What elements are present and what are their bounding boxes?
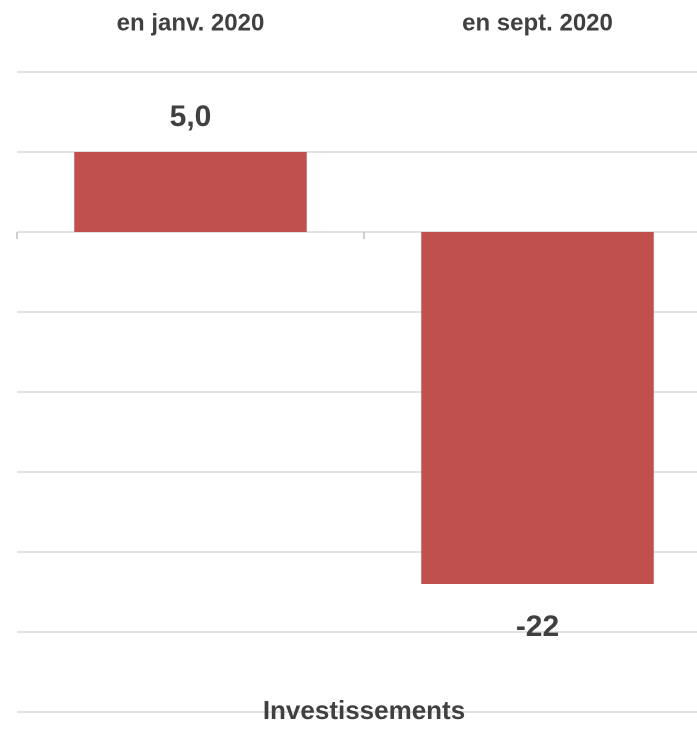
data-label: 5,0 bbox=[170, 100, 212, 133]
category-label: en janv. 2020 bbox=[117, 9, 265, 36]
data-label: -22 bbox=[516, 610, 559, 643]
category-label: en sept. 2020 bbox=[462, 9, 613, 36]
bar bbox=[421, 232, 654, 584]
x-axis-title: Investissements bbox=[263, 695, 465, 725]
bar bbox=[74, 152, 307, 232]
